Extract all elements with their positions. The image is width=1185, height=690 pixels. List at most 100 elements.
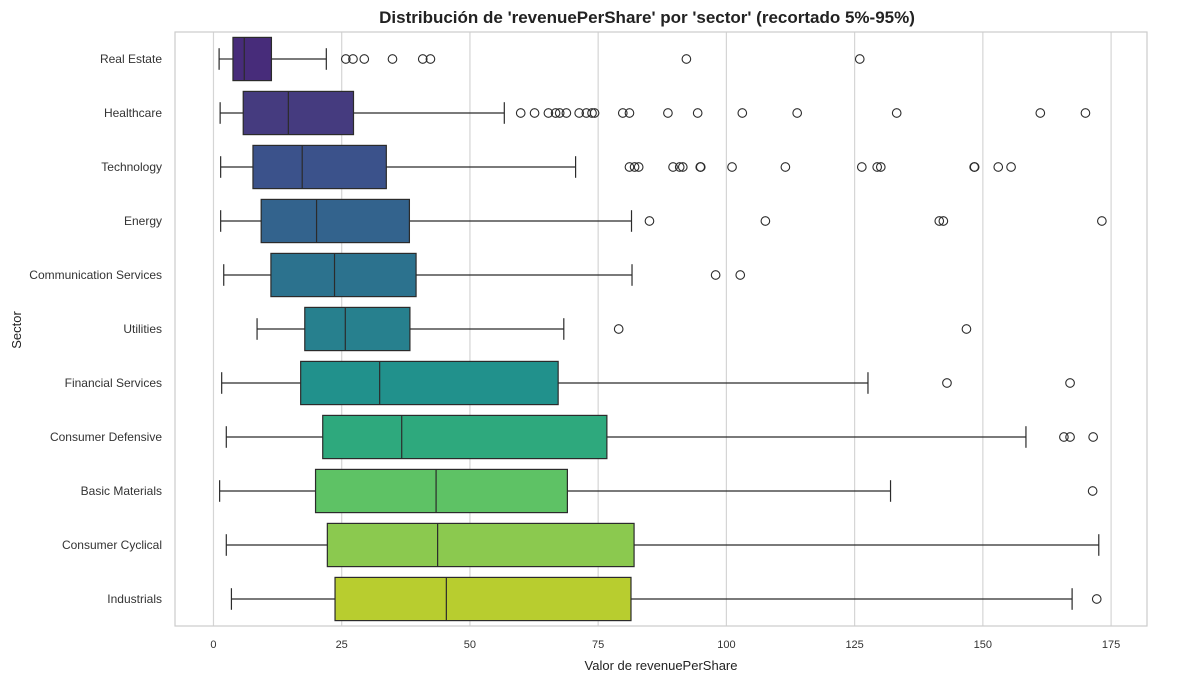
outlier-point: [1006, 162, 1016, 172]
outlier-point: [727, 162, 737, 172]
outlier-point: [856, 162, 867, 172]
outlier-point: [340, 54, 351, 64]
x-tick-label: 125: [845, 639, 863, 651]
box-group: [219, 468, 1098, 514]
box-group: [219, 90, 1091, 136]
x-tick-label: 150: [974, 639, 992, 651]
outlier-point: [1080, 108, 1091, 118]
outlier-point: [934, 216, 945, 226]
y-tick-label: Healthcare: [104, 106, 162, 120]
box-group: [220, 144, 1016, 190]
outlier-point: [692, 108, 703, 118]
box-iqr: [334, 576, 632, 622]
outlier-point: [681, 54, 692, 64]
outlier-point: [550, 108, 561, 118]
y-tick-label: Technology: [101, 160, 162, 174]
outlier-point: [561, 108, 572, 118]
outlier-point: [961, 324, 972, 334]
box-iqr: [326, 522, 635, 568]
outlier-point: [942, 378, 952, 388]
x-tick-label: 50: [464, 639, 476, 651]
outlier-point: [1035, 108, 1046, 118]
outlier-point: [993, 162, 1004, 172]
outlier-point: [938, 216, 949, 226]
box-iqr: [314, 468, 568, 514]
box-iqr: [270, 252, 417, 298]
outlier-point: [1097, 216, 1107, 226]
box-iqr: [252, 144, 387, 190]
outlier-point: [629, 162, 640, 172]
x-tick-label: 100: [717, 639, 735, 651]
outlier-point: [663, 108, 673, 118]
box-group: [220, 198, 1107, 244]
outlier-point: [624, 108, 635, 118]
outlier-point: [587, 108, 597, 118]
box-iqr: [260, 198, 411, 244]
box-iqr: [322, 414, 608, 460]
x-tick-label: 0: [210, 639, 216, 651]
outlier-point: [891, 108, 902, 118]
outlier-point: [1065, 432, 1075, 442]
outlier-point: [1091, 594, 1102, 604]
outlier-point: [617, 108, 628, 118]
outlier-point: [710, 270, 721, 280]
plot-frame: [174, 31, 1148, 627]
outlier-point: [543, 108, 554, 118]
box-iqr: [242, 90, 355, 136]
outlier-point: [677, 162, 688, 172]
outlier-point: [780, 162, 791, 172]
y-tick-label: Consumer Defensive: [50, 430, 162, 444]
y-tick-label: Industrials: [107, 592, 162, 606]
x-axis-ticks: 0 25 50 75 100 125 150 175: [210, 639, 1120, 651]
outlier-point: [695, 162, 706, 172]
box-group: [218, 36, 865, 82]
outlier-point: [875, 162, 886, 172]
box-group: [225, 414, 1098, 460]
outlier-point: [737, 108, 748, 118]
box-iqr: [232, 36, 273, 82]
x-tick-label: 175: [1102, 639, 1120, 651]
outlier-point: [1088, 432, 1098, 442]
x-tick-label: 25: [336, 639, 348, 651]
y-tick-label: Energy: [124, 214, 162, 228]
x-tick-label: 75: [592, 639, 604, 651]
outlier-point: [348, 54, 358, 64]
y-tick-label: Real Estate: [100, 52, 162, 66]
y-tick-label: Consumer Cyclical: [62, 538, 162, 552]
y-tick-label: Financial Services: [65, 376, 162, 390]
outlier-point: [387, 54, 398, 64]
box-iqr: [304, 306, 411, 352]
outlier-point: [969, 162, 979, 172]
chart-title: Distribución de 'revenuePerShare' por 's…: [379, 8, 915, 27]
x-axis-label: Valor de revenuePerShare: [585, 658, 738, 673]
outlier-point: [589, 108, 600, 118]
outlier-point: [668, 162, 678, 172]
outlier-point: [624, 162, 635, 172]
outlier-point: [735, 270, 746, 280]
outlier-point: [854, 54, 865, 64]
outlier-point: [674, 162, 685, 172]
box-group: [223, 252, 746, 298]
outlier-point: [359, 54, 370, 64]
y-axis-label: Sector: [9, 311, 24, 349]
outlier-point: [417, 54, 428, 64]
outlier-point: [872, 162, 883, 172]
boxes-layer: [218, 36, 1107, 622]
outlier-point: [425, 54, 436, 64]
box-group: [256, 306, 972, 352]
outlier-point: [1087, 486, 1098, 496]
y-tick-label: Utilities: [123, 322, 162, 336]
outlier-point: [760, 216, 771, 226]
outlier-point: [644, 216, 655, 226]
outlier-point: [1059, 432, 1069, 442]
outlier-point: [792, 108, 803, 118]
box-group: [221, 360, 1075, 406]
outlier-point: [1065, 378, 1075, 388]
box-group: [230, 576, 1102, 622]
box-group: [225, 522, 1100, 568]
y-axis-ticks: Real Estate Healthcare Technology Energy Com…: [29, 52, 162, 606]
outlier-point: [613, 324, 624, 334]
y-tick-label: Communication Services: [29, 268, 162, 282]
